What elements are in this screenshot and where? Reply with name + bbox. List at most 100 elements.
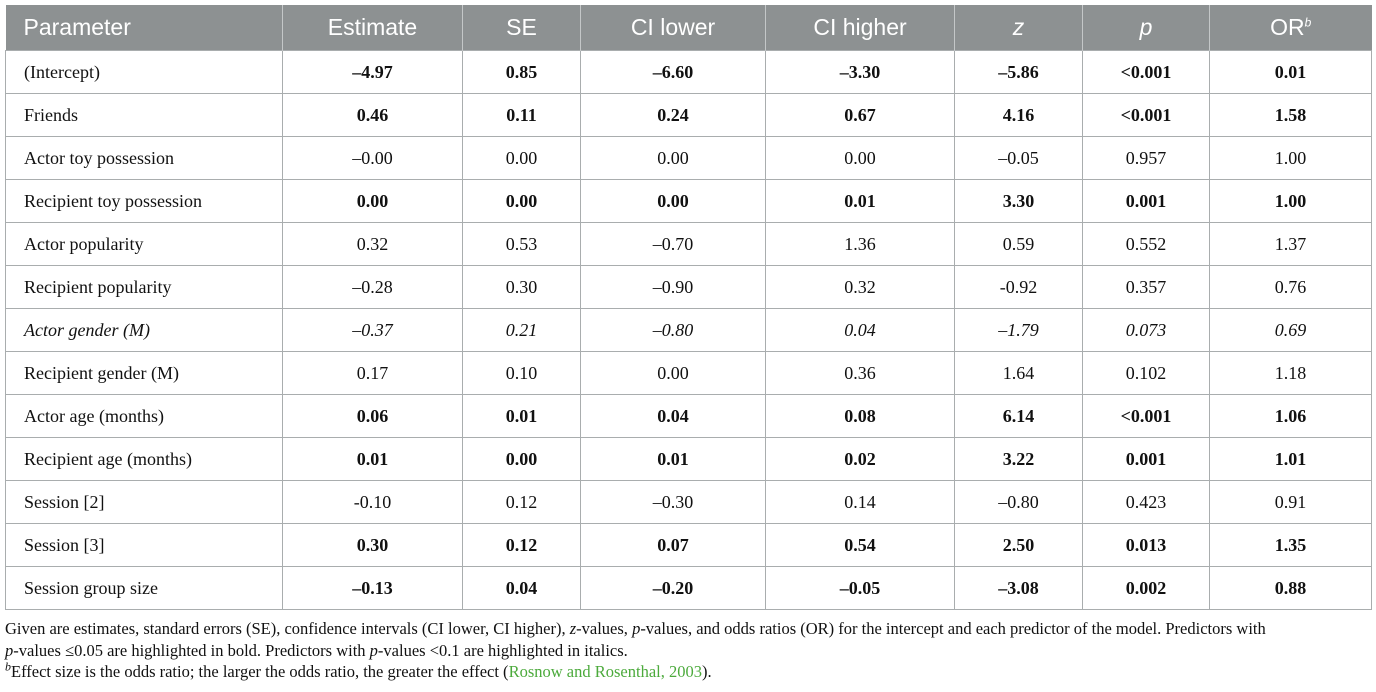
cell-or: 1.01 bbox=[1209, 437, 1372, 481]
cell-estimate: –0.13 bbox=[282, 566, 463, 610]
cell-z: 3.22 bbox=[954, 437, 1083, 481]
cell-se: 0.53 bbox=[462, 222, 581, 266]
cell-z: 0.59 bbox=[954, 222, 1083, 266]
cell-se: 0.00 bbox=[462, 179, 581, 223]
table-row: Actor toy possession –0.00 0.00 0.00 0.00 –0.… bbox=[5, 136, 1372, 180]
cell-parameter: Actor popularity bbox=[5, 222, 283, 266]
cell-ci-higher: 0.04 bbox=[765, 308, 955, 352]
col-header-estimate: Estimate bbox=[282, 5, 463, 51]
cell-ci-higher: 0.00 bbox=[765, 136, 955, 180]
cell-ci-lower: –0.70 bbox=[580, 222, 766, 266]
cell-z: –1.79 bbox=[954, 308, 1083, 352]
table-row: Session group size –0.13 0.04 –0.20 –0.05 –3.… bbox=[5, 566, 1372, 610]
cell-or: 1.00 bbox=[1209, 136, 1372, 180]
cell-or: 0.91 bbox=[1209, 480, 1372, 524]
cell-p: 0.102 bbox=[1082, 351, 1210, 395]
cell-ci-lower: 0.01 bbox=[580, 437, 766, 481]
table-row: Actor gender (M) –0.37 0.21 –0.80 0.04 –1.79 0… bbox=[5, 308, 1372, 352]
citation-link[interactable]: Rosnow and Rosenthal, 2003 bbox=[508, 662, 702, 681]
cell-se: 0.21 bbox=[462, 308, 581, 352]
cell-z: –5.86 bbox=[954, 50, 1083, 94]
cell-ci-higher: 0.67 bbox=[765, 93, 955, 137]
cell-parameter: Recipient age (months) bbox=[5, 437, 283, 481]
col-header-p: p bbox=[1082, 5, 1210, 51]
cell-parameter: Friends bbox=[5, 93, 283, 137]
table-row: Friends 0.46 0.11 0.24 0.67 4.16 <0.001 1.58 bbox=[5, 93, 1372, 137]
cell-ci-higher: –3.30 bbox=[765, 50, 955, 94]
cell-or: 0.69 bbox=[1209, 308, 1372, 352]
cell-ci-lower: 0.00 bbox=[580, 351, 766, 395]
col-header-z: z bbox=[954, 5, 1083, 51]
cell-estimate: 0.06 bbox=[282, 394, 463, 438]
table-row: Recipient age (months) 0.01 0.00 0.01 0.02 3.… bbox=[5, 437, 1372, 481]
cell-z: –0.80 bbox=[954, 480, 1083, 524]
cell-ci-lower: 0.00 bbox=[580, 179, 766, 223]
caption-line-1: Given are estimates, standard errors (SE… bbox=[5, 619, 1266, 638]
cell-se: 0.01 bbox=[462, 394, 581, 438]
cell-p: <0.001 bbox=[1082, 93, 1210, 137]
table-row: (Intercept) –4.97 0.85 –6.60 –3.30 –5.86 <0.00… bbox=[5, 50, 1372, 94]
cell-or: 0.76 bbox=[1209, 265, 1372, 309]
cell-p: <0.001 bbox=[1082, 394, 1210, 438]
results-table-figure: Parameter Estimate SE CI lower CI higher… bbox=[5, 5, 1372, 683]
cell-p: 0.001 bbox=[1082, 179, 1210, 223]
regression-table: Parameter Estimate SE CI lower CI higher… bbox=[5, 5, 1372, 610]
col-header-or: ORb bbox=[1209, 5, 1372, 51]
cell-estimate: –0.28 bbox=[282, 265, 463, 309]
cell-z: –0.05 bbox=[954, 136, 1083, 180]
cell-z: –3.08 bbox=[954, 566, 1083, 610]
cell-or: 0.88 bbox=[1209, 566, 1372, 610]
cell-parameter: Actor age (months) bbox=[5, 394, 283, 438]
cell-ci-lower: 0.04 bbox=[580, 394, 766, 438]
cell-ci-lower: 0.07 bbox=[580, 523, 766, 567]
cell-estimate: –4.97 bbox=[282, 50, 463, 94]
cell-parameter: Actor toy possession bbox=[5, 136, 283, 180]
table-body: (Intercept) –4.97 0.85 –6.60 –3.30 –5.86 <0.00… bbox=[5, 50, 1372, 610]
footnote-b: bEffect size is the odds ratio; the larg… bbox=[5, 659, 712, 682]
cell-se: 0.30 bbox=[462, 265, 581, 309]
cell-se: 0.00 bbox=[462, 437, 581, 481]
cell-z: 1.64 bbox=[954, 351, 1083, 395]
cell-z: 6.14 bbox=[954, 394, 1083, 438]
cell-estimate: 0.17 bbox=[282, 351, 463, 395]
cell-estimate: –0.37 bbox=[282, 308, 463, 352]
cell-ci-higher: 0.54 bbox=[765, 523, 955, 567]
table-row: Recipient gender (M) 0.17 0.10 0.00 0.36 1.64… bbox=[5, 351, 1372, 395]
caption-line-2: p-values ≤0.05 are highlighted in bold. … bbox=[5, 640, 628, 660]
cell-or: 1.37 bbox=[1209, 222, 1372, 266]
cell-ci-lower: –6.60 bbox=[580, 50, 766, 94]
cell-ci-lower: –0.30 bbox=[580, 480, 766, 524]
cell-or: 1.00 bbox=[1209, 179, 1372, 223]
table-row: Actor popularity 0.32 0.53 –0.70 1.36 0.59 0.5… bbox=[5, 222, 1372, 266]
cell-estimate: 0.46 bbox=[282, 93, 463, 137]
col-header-se: SE bbox=[462, 5, 581, 51]
cell-estimate: 0.30 bbox=[282, 523, 463, 567]
cell-parameter: Session group size bbox=[5, 566, 283, 610]
cell-ci-higher: 0.36 bbox=[765, 351, 955, 395]
cell-se: 0.85 bbox=[462, 50, 581, 94]
cell-ci-lower: –0.80 bbox=[580, 308, 766, 352]
cell-p: 0.552 bbox=[1082, 222, 1210, 266]
cell-or: 0.01 bbox=[1209, 50, 1372, 94]
cell-se: 0.12 bbox=[462, 523, 581, 567]
cell-se: 0.10 bbox=[462, 351, 581, 395]
cell-or: 1.06 bbox=[1209, 394, 1372, 438]
cell-ci-higher: –0.05 bbox=[765, 566, 955, 610]
cell-se: 0.00 bbox=[462, 136, 581, 180]
cell-p: 0.957 bbox=[1082, 136, 1210, 180]
cell-estimate: 0.01 bbox=[282, 437, 463, 481]
cell-parameter: (Intercept) bbox=[5, 50, 283, 94]
col-header-parameter: Parameter bbox=[5, 5, 283, 51]
cell-se: 0.12 bbox=[462, 480, 581, 524]
cell-se: 0.11 bbox=[462, 93, 581, 137]
cell-estimate: 0.00 bbox=[282, 179, 463, 223]
table-row: Recipient popularity –0.28 0.30 –0.90 0.32 -0… bbox=[5, 265, 1372, 309]
cell-ci-higher: 0.01 bbox=[765, 179, 955, 223]
cell-se: 0.04 bbox=[462, 566, 581, 610]
col-header-ci-higher: CI higher bbox=[765, 5, 955, 51]
cell-or: 1.18 bbox=[1209, 351, 1372, 395]
cell-ci-higher: 0.02 bbox=[765, 437, 955, 481]
cell-ci-lower: 0.24 bbox=[580, 93, 766, 137]
table-row: Session [3] 0.30 0.12 0.07 0.54 2.50 0.013 1.35 bbox=[5, 523, 1372, 567]
cell-p: 0.002 bbox=[1082, 566, 1210, 610]
